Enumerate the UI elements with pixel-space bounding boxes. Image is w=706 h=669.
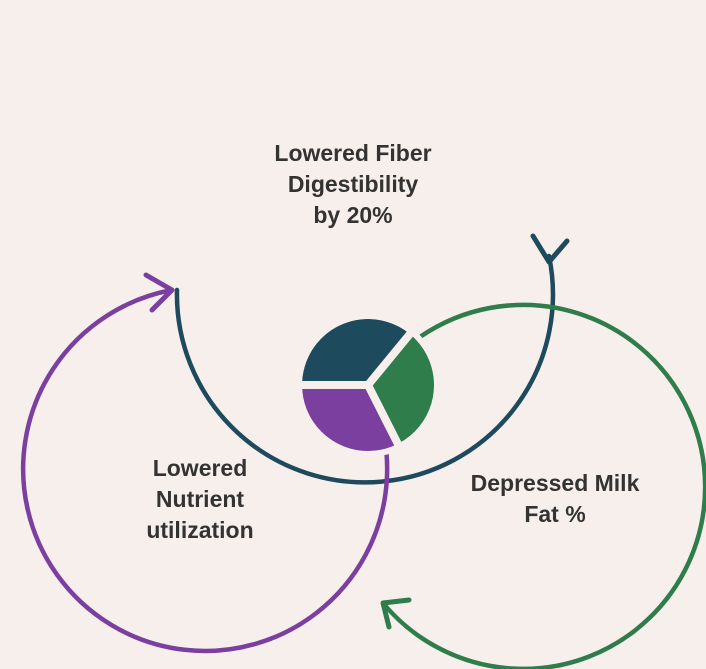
milk-line-2: Fat % [524, 501, 586, 527]
nutrient-circle [20, 287, 390, 654]
nutrient-line-2: Nutrient [155, 486, 245, 512]
fiber-arrowhead [530, 233, 570, 265]
fiber-line-1: Lowered Fiber [274, 140, 432, 166]
fiber-circle [174, 253, 556, 485]
milk-line-1: Depressed Milk [470, 470, 640, 496]
center-disc [292, 313, 440, 457]
center-segment-navy [301, 318, 410, 385]
node-label-nutrient: Lowered Nutrient utilization [95, 453, 305, 546]
node-label-milk: Depressed Milk Fat % [440, 468, 670, 530]
nutrient-line-3: utilization [146, 517, 254, 543]
milk-circle [379, 302, 706, 669]
nutrient-arrowhead [143, 272, 175, 313]
fiber-line-2: Digestibility [287, 171, 419, 197]
nutrient-line-1: Lowered [152, 455, 248, 481]
milk-arrowhead [380, 597, 412, 630]
node-label-fiber: Lowered Fiber Digestibility by 20% [238, 138, 468, 231]
fiber-line-3: by 20% [313, 202, 393, 228]
